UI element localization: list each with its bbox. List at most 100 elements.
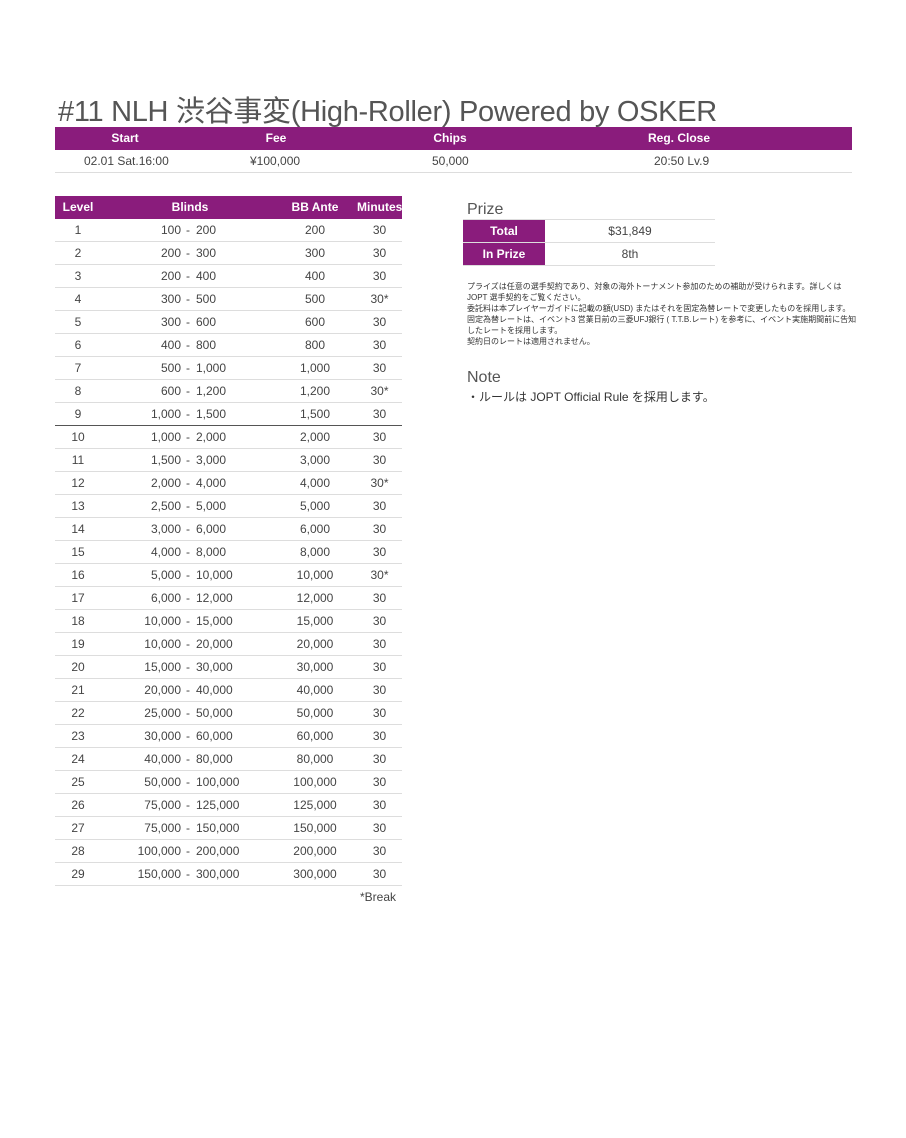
small-blind-cell: 4,000 (150, 545, 181, 559)
minutes-cell: 30 (372, 338, 387, 352)
header-blinds: Blinds (171, 200, 209, 214)
table-row: 21 20,000-40,000 40,000 30 (55, 679, 402, 702)
big-blind-cell: 800 (196, 338, 217, 352)
small-blind-cell: 1,000 (150, 407, 181, 421)
small-blind-cell: 200 (160, 269, 181, 283)
small-blind-cell: 30,000 (144, 729, 181, 743)
note-title: Note (467, 369, 501, 386)
info-header-reg-close: Reg. Close (647, 131, 711, 145)
level-cell: 7 (74, 361, 82, 375)
table-row: 1 100-200 200 30 (55, 219, 402, 242)
blind-separator: - (186, 407, 190, 421)
small-blind-cell: 1,500 (150, 453, 181, 467)
blind-separator: - (186, 338, 190, 352)
small-blind-cell: 400 (160, 338, 181, 352)
level-cell: 25 (71, 775, 85, 789)
level-cell: 26 (71, 798, 85, 812)
level-cell: 14 (71, 522, 85, 536)
page-title: #11 NLH 渋谷事変(High-Roller) Powered by OSK… (58, 96, 717, 128)
prize-value: 8th (621, 247, 639, 261)
level-cell: 3 (74, 269, 82, 283)
prize-note: 契約日のレートは適用されません。 (467, 337, 595, 346)
minutes-cell: 30* (370, 568, 389, 582)
small-blind-cell: 500 (160, 361, 181, 375)
big-blind-cell: 150,000 (196, 821, 240, 835)
minutes-cell: 30 (372, 591, 387, 605)
big-blind-cell: 40,000 (196, 683, 233, 697)
table-row: 26 75,000-125,000 125,000 30 (55, 794, 402, 817)
header-ante: BB Ante (291, 200, 339, 214)
ante-cell: 500 (304, 292, 326, 306)
big-blind-cell: 400 (196, 269, 217, 283)
big-blind-cell: 125,000 (196, 798, 240, 812)
minutes-cell: 30 (372, 361, 387, 375)
big-blind-cell: 10,000 (196, 568, 233, 582)
blind-separator: - (186, 384, 190, 398)
table-row: 17 6,000-12,000 12,000 30 (55, 587, 402, 610)
minutes-cell: 30 (372, 430, 387, 444)
minutes-cell: 30 (372, 775, 387, 789)
table-row: 29 150,000-300,000 300,000 30 (55, 863, 402, 886)
info-header-chips: Chips (433, 131, 467, 145)
ante-cell: 40,000 (296, 683, 334, 697)
small-blind-cell: 25,000 (144, 706, 181, 720)
table-row: 5 300-600 600 30 (55, 311, 402, 334)
prize-title: Prize (467, 201, 504, 218)
table-row: 6 400-800 800 30 (55, 334, 402, 357)
small-blind-cell: 75,000 (144, 798, 181, 812)
ante-cell: 80,000 (296, 752, 334, 766)
ante-cell: 100,000 (293, 775, 337, 789)
level-cell: 27 (71, 821, 85, 835)
blind-structure-table: Level Blinds BB Ante Minutes 1 100-200 200… (55, 196, 402, 886)
minutes-cell: 30 (372, 315, 387, 329)
blind-separator: - (186, 568, 190, 582)
small-blind-cell: 10,000 (144, 614, 181, 628)
small-blind-cell: 6,000 (150, 591, 181, 605)
table-row: 25 50,000-100,000 100,000 30 (55, 771, 402, 794)
small-blind-cell: 20,000 (144, 683, 181, 697)
minutes-cell: 30 (372, 223, 387, 237)
blind-separator: - (186, 867, 190, 881)
level-cell: 5 (74, 315, 82, 329)
big-blind-cell: 12,000 (196, 591, 233, 605)
level-cell: 12 (71, 476, 85, 490)
prize-table: Total $31,849 In Prize 8th (463, 219, 715, 266)
small-blind-cell: 200 (160, 246, 181, 260)
blind-separator: - (186, 821, 190, 835)
table-row: 16 5,000-10,000 10,000 30* (55, 564, 402, 587)
blind-separator: - (186, 246, 190, 260)
ante-cell: 5,000 (299, 499, 331, 513)
table-row: 12 2,000-4,000 4,000 30* (55, 472, 402, 495)
prize-value: $31,849 (608, 224, 652, 238)
minutes-cell: 30* (370, 384, 389, 398)
blind-separator: - (186, 752, 190, 766)
level-cell: 8 (74, 384, 82, 398)
big-blind-cell: 15,000 (196, 614, 233, 628)
blind-separator: - (186, 292, 190, 306)
level-cell: 21 (71, 683, 85, 697)
info-chips: 50,000 (432, 154, 469, 168)
big-blind-cell: 6,000 (196, 522, 227, 536)
table-row: 18 10,000-15,000 15,000 30 (55, 610, 402, 633)
minutes-cell: 30 (372, 637, 387, 651)
prize-row-in-prize: In Prize 8th (463, 242, 715, 266)
level-cell: 22 (71, 706, 85, 720)
ante-cell: 1,500 (299, 407, 331, 421)
level-cell: 15 (71, 545, 85, 559)
big-blind-cell: 4,000 (196, 476, 227, 490)
small-blind-cell: 300 (160, 292, 181, 306)
blind-separator: - (186, 683, 190, 697)
minutes-cell: 30 (372, 453, 387, 467)
minutes-cell: 30 (372, 522, 387, 536)
big-blind-cell: 5,000 (196, 499, 227, 513)
big-blind-cell: 1,200 (196, 384, 227, 398)
table-row: 10 1,000-2,000 2,000 30 (55, 426, 402, 449)
big-blind-cell: 30,000 (196, 660, 233, 674)
info-header-start: Start (111, 131, 139, 145)
table-row: 22 25,000-50,000 50,000 30 (55, 702, 402, 725)
small-blind-cell: 40,000 (144, 752, 181, 766)
blind-separator: - (186, 453, 190, 467)
blind-separator: - (186, 522, 190, 536)
prize-note: プライズは任意の選手契約であり、対象の海外トーナメント参加のための補助が受けられ… (467, 282, 842, 302)
table-row: 11 1,500-3,000 3,000 30 (55, 449, 402, 472)
